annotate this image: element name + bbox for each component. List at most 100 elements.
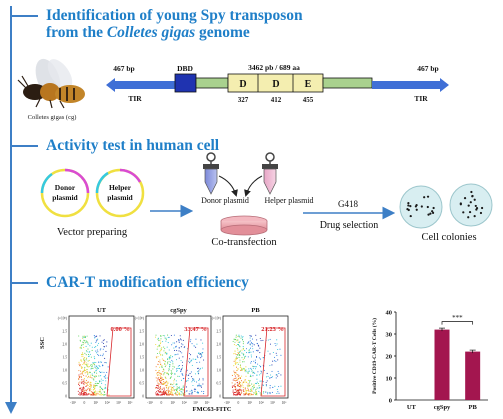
flow-event-dot [85,345,87,348]
flow-event-dot [101,364,104,366]
flow-event-dot [162,354,164,356]
flow-event-dot [175,393,177,395]
flow-event-dot [238,356,240,358]
flow-event-dot [203,390,205,393]
flow-event-dot [189,390,191,392]
flow-event-dot [258,374,260,376]
flow-event-dot [101,394,103,396]
flow-event-dot [167,382,169,384]
flow-event-dot [84,366,86,368]
flow-event-dot [102,348,104,350]
flow-event-dot [255,334,257,336]
flow-event-dot [171,387,173,389]
flow-event-dot [239,354,241,356]
flow-event-dot [156,391,158,393]
flow-event-dot [248,352,250,354]
flow-event-dot [83,359,85,361]
flow-event-dot [169,365,171,367]
flow-event-dot [171,344,173,346]
flow-event-dot [250,360,252,363]
colony-dot [467,216,470,219]
flow-event-dot [160,380,162,382]
flow-event-dot [245,375,247,377]
flow-event-dot [233,391,235,393]
flow-event-dot [80,391,83,393]
flow-event-dot [86,335,88,337]
flow-event-dot [255,391,257,393]
flow-event-dot [250,388,252,390]
flow-event-dot [247,389,250,391]
flow-x-tick: 10⁶ [282,401,288,405]
flow-event-dot [240,391,242,393]
flow-x-tick: -10³ [70,401,77,405]
flow-event-dot [85,340,87,342]
flow-event-dot [93,335,95,337]
flow-y-tick: 1.5 [140,356,145,360]
flow-event-dot [103,394,105,396]
flow-event-dot [86,390,88,392]
flow-event-dot [246,352,248,354]
flow-event-dot [182,374,184,376]
flow-event-dot [167,394,169,396]
flow-event-dot [234,341,236,343]
flow-event-dot [91,373,93,375]
flow-event-dot [247,383,249,385]
flow-event-dot [93,388,95,390]
drug-selection-label: Drug selection [320,220,379,231]
flow-event-dot [90,356,92,358]
flow-event-dot [154,387,157,389]
flow-event-dot [237,352,240,354]
flow-event-dot [94,384,96,386]
flow-event-dot [192,378,194,380]
flow-event-dot [102,379,104,382]
flow-event-dot [277,391,279,393]
bar-pb [465,351,481,400]
flow-y-tick: (×10⁵) [58,317,68,321]
flow-event-dot [87,363,89,365]
flow-event-dot [160,338,162,340]
flow-event-dot [269,364,271,367]
flow-event-dot [245,355,247,357]
flow-event-dot [93,391,96,393]
flow-event-dot [93,361,95,363]
flow-event-dot [159,386,161,389]
flow-event-dot [242,368,244,370]
flow-event-dot [106,341,108,343]
flow-event-dot [196,391,198,394]
flow-event-dot [254,368,257,370]
flow-event-dot [233,360,235,362]
flow-x-tick: 10⁶ [128,401,134,405]
section1-title-line2-pre: from the [46,24,107,41]
flow-event-dot [82,370,84,372]
flow-event-dot [157,384,159,387]
flow-event-dot [87,360,89,362]
flow-event-dot [177,365,179,367]
flow-event-dot [95,385,97,387]
motif-pos-1: 327 [238,96,249,104]
flow-event-dot [85,354,87,356]
flow-event-dot [175,390,178,392]
flow-event-dot [189,393,191,395]
flow-event-dot [240,368,242,370]
flow-event-dot [97,342,100,344]
flow-event-dot [201,390,203,392]
flow-panel-frame [222,315,289,399]
flow-event-dot [83,387,85,389]
donor-circle-line2: plasmid [52,193,78,202]
flow-event-dot [79,381,81,383]
flow-event-dot [249,335,251,337]
flow-event-dot [181,372,183,375]
flow-event-dot [238,351,240,353]
flow-event-dot [85,394,87,396]
flow-event-dot [198,378,201,380]
flow-event-dot [255,389,257,391]
colony-dot [473,215,476,218]
flow-event-dot [87,342,89,344]
flow-event-dot [95,361,97,364]
colony-dot [463,197,467,200]
flow-event-dot [237,378,239,380]
flow-event-dot [250,390,253,392]
flow-event-dot [254,372,256,374]
flow-event-dot [192,358,194,360]
flow-event-dot [234,386,237,388]
